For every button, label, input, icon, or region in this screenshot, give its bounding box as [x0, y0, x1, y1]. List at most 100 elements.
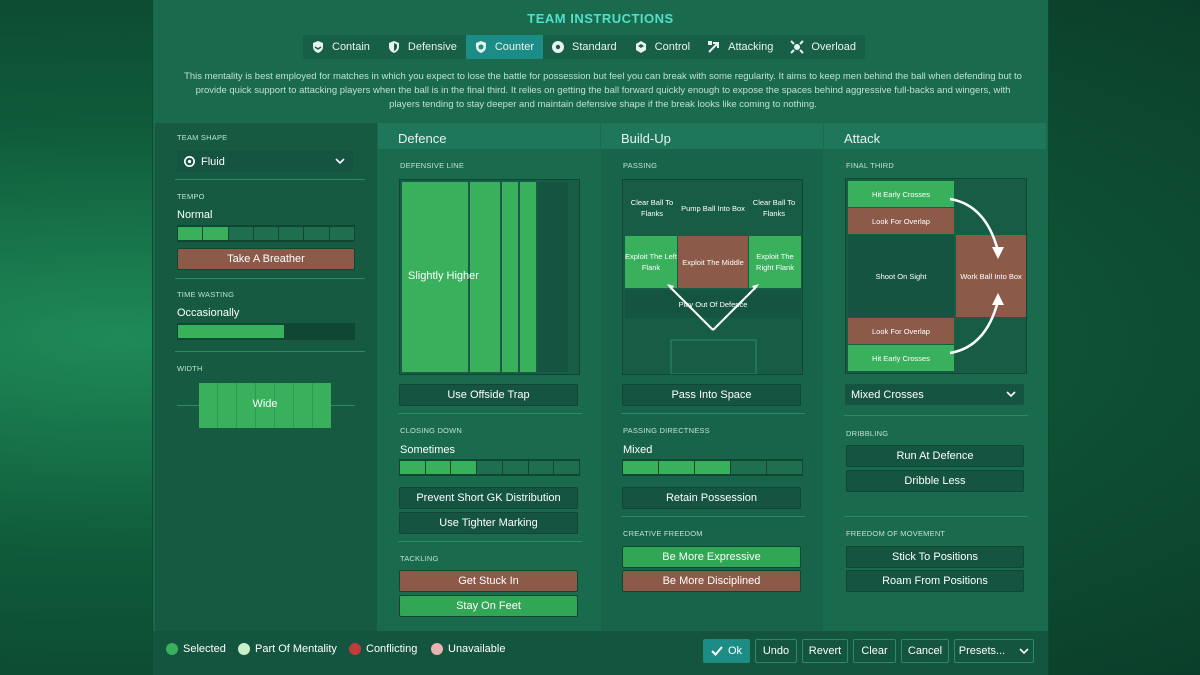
legend-conflicting: Conflicting: [349, 643, 417, 655]
tab-defensive[interactable]: Defensive: [379, 35, 466, 59]
width-selector[interactable]: Wide: [177, 383, 355, 428]
page-title: TEAM INSTRUCTIONS: [527, 11, 674, 26]
be-more-disciplined-button[interactable]: Be More Disciplined: [622, 570, 801, 592]
tempo-slider[interactable]: [177, 225, 355, 242]
cancel-button[interactable]: Cancel: [901, 639, 949, 663]
presets-label: Presets...: [958, 645, 1006, 657]
team-shape-dropdown[interactable]: Fluid: [177, 151, 353, 172]
slider-segment: [253, 227, 279, 240]
roam-from-positions-button[interactable]: Roam From Positions: [846, 570, 1024, 592]
zone-look-for-overlap-top[interactable]: Look For Overlap: [848, 208, 954, 234]
slider-segment: [528, 461, 554, 474]
crosses-dropdown-value: Mixed Crosses: [851, 388, 924, 401]
tab-contain[interactable]: Contain: [303, 35, 379, 59]
dribbling-label: DRIBBLING: [846, 429, 889, 438]
undo-button[interactable]: Undo: [755, 639, 797, 663]
footer-bar: Selected Part Of Mentality Conflicting U…: [153, 631, 1048, 675]
slider-segment: [329, 227, 354, 240]
divider: [621, 413, 805, 414]
mentality-description: This mentality is best employed for matc…: [184, 71, 1022, 110]
divider: [175, 278, 365, 279]
passing-directness-label: PASSING DIRECTNESS: [623, 426, 710, 435]
zone-exploit-right-flank[interactable]: Exploit The Right Flank: [749, 236, 801, 288]
zone-play-out-of-defence[interactable]: Play Out Of Defence: [625, 290, 801, 318]
freedom-of-movement-label: FREEDOM OF MOVEMENT: [846, 529, 946, 538]
time-wasting-slider[interactable]: [177, 323, 355, 340]
slider-segment: [477, 461, 502, 474]
zone-exploit-left-flank[interactable]: Exploit The Left Flank: [625, 236, 677, 288]
tab-label: Control: [654, 41, 691, 53]
presets-button[interactable]: Presets...: [954, 639, 1034, 663]
zone-shoot-on-sight[interactable]: Shoot On Sight: [848, 235, 954, 317]
defensive-line-pitch[interactable]: Slightly Higher: [399, 179, 580, 375]
stay-on-feet-button[interactable]: Stay On Feet: [399, 595, 578, 617]
divider: [844, 516, 1028, 517]
tab-counter[interactable]: Counter: [465, 35, 543, 59]
final-third-label: FINAL THIRD: [846, 161, 895, 170]
control-shield-icon: [635, 41, 646, 53]
passing-directness-slider[interactable]: [622, 459, 803, 476]
tab-label: Defensive: [407, 41, 457, 53]
slider-segment: [554, 461, 580, 474]
team-shape-label: TEAM SHAPE: [177, 133, 228, 142]
tab-overload[interactable]: Overload: [782, 35, 865, 59]
divider: [175, 179, 365, 180]
use-offside-trap-button[interactable]: Use Offside Trap: [399, 384, 578, 406]
final-third-pitch[interactable]: Hit Early Crosses Look For Overlap Shoot…: [845, 178, 1027, 374]
legend-dot: [431, 643, 443, 655]
zone-hit-early-crosses-bottom[interactable]: Hit Early Crosses: [848, 345, 954, 371]
time-wasting-value: Occasionally: [177, 307, 240, 319]
counter-shield-icon: [475, 41, 486, 53]
legend-label: Part Of Mentality: [255, 643, 337, 655]
slider-segment: [659, 461, 694, 474]
tab-control[interactable]: Control: [626, 35, 699, 59]
retain-possession-button[interactable]: Retain Possession: [622, 487, 801, 509]
tab-attacking[interactable]: Attacking: [699, 35, 782, 59]
clear-button[interactable]: Clear: [853, 639, 896, 663]
zone-look-for-overlap-bottom[interactable]: Look For Overlap: [848, 318, 954, 344]
crosses-dropdown[interactable]: Mixed Crosses: [845, 384, 1024, 405]
legend-part-of-mentality: Part Of Mentality: [238, 643, 337, 655]
attack-column: Attack FINAL THIRD Hit Early Crosses Loo…: [824, 123, 1046, 631]
pass-into-space-button[interactable]: Pass Into Space: [622, 384, 801, 406]
zone-work-ball-into-box[interactable]: Work Ball Into Box: [956, 235, 1026, 317]
tab-standard[interactable]: Standard: [543, 35, 626, 59]
ok-button[interactable]: Ok: [703, 639, 750, 663]
divider: [621, 516, 805, 517]
passing-pitch[interactable]: Clear Ball To Flanks Pump Ball Into Box …: [622, 179, 803, 375]
passing-label: PASSING: [623, 161, 658, 170]
width-fill: [199, 383, 331, 428]
tab-label: Contain: [332, 41, 370, 53]
width-label: WIDTH: [177, 364, 203, 373]
overload-icon: [790, 40, 805, 54]
legend-dot: [166, 643, 178, 655]
slider-segment: [304, 227, 329, 240]
slider-segment: [279, 227, 304, 240]
dribble-less-button[interactable]: Dribble Less: [846, 470, 1024, 492]
prevent-short-gk-distribution-button[interactable]: Prevent Short GK Distribution: [399, 487, 578, 509]
zone-exploit-middle[interactable]: Exploit The Middle: [678, 236, 748, 288]
legend-unavailable: Unavailable: [431, 643, 505, 655]
revert-button[interactable]: Revert: [802, 639, 848, 663]
zone-clear-ball-left[interactable]: Clear Ball To Flanks: [630, 198, 674, 218]
use-tighter-marking-button[interactable]: Use Tighter Marking: [399, 512, 578, 534]
stick-to-positions-button[interactable]: Stick To Positions: [846, 546, 1024, 568]
slider-segment: [502, 461, 528, 474]
slider-segment: [767, 461, 802, 474]
take-a-breather-button[interactable]: Take A Breather: [177, 248, 355, 270]
attack-arrow-icon: [708, 41, 720, 53]
zone-clear-ball-right[interactable]: Clear Ball To Flanks: [752, 198, 796, 218]
zone-pump-ball[interactable]: Pump Ball Into Box: [681, 203, 745, 213]
tempo-label: TEMPO: [177, 192, 205, 201]
get-stuck-in-button[interactable]: Get Stuck In: [399, 570, 578, 592]
zone-hit-early-crosses-top[interactable]: Hit Early Crosses: [848, 181, 954, 207]
chevron-down-icon: [1006, 391, 1016, 398]
slider-segment: [425, 461, 451, 474]
check-icon: [711, 646, 723, 656]
run-at-defence-button[interactable]: Run At Defence: [846, 445, 1024, 467]
divider: [398, 413, 582, 414]
be-more-expressive-button[interactable]: Be More Expressive: [622, 546, 801, 568]
closing-down-slider[interactable]: [399, 459, 580, 476]
team-instructions-panel: TEAM INSTRUCTIONS Contain Defensive Coun…: [152, 0, 1049, 675]
tackling-label: TACKLING: [400, 554, 439, 563]
